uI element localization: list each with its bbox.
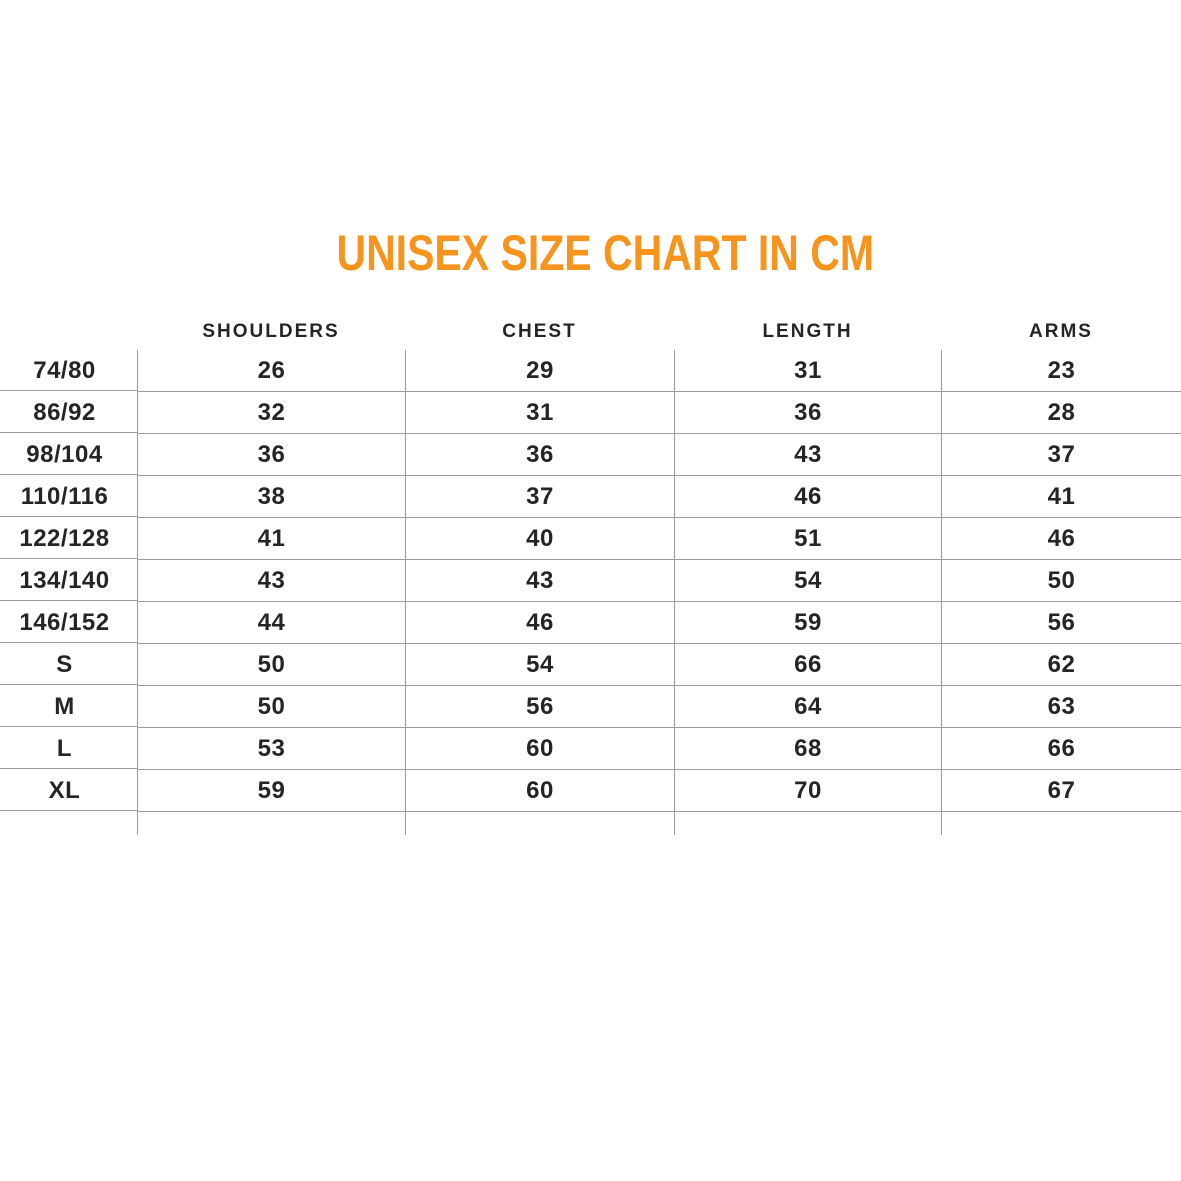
size-label: 134/140 xyxy=(0,560,137,601)
column-header-chest: CHEST xyxy=(502,321,577,342)
value-cell-length: 43 xyxy=(674,434,941,476)
size-label: 86/92 xyxy=(0,392,137,433)
size-label: 146/152 xyxy=(0,602,137,643)
value-cell-arms: 67 xyxy=(941,770,1181,812)
value-cell-length: 36 xyxy=(674,392,941,434)
value-cell-arms: 46 xyxy=(941,518,1181,560)
value-cell-chest: 29 xyxy=(405,350,674,392)
value-cell-length: 31 xyxy=(674,350,941,392)
size-label: 122/128 xyxy=(0,518,137,559)
size-label: 74/80 xyxy=(0,350,137,391)
size-label: XL xyxy=(0,770,137,811)
value-cell-chest: 60 xyxy=(405,770,674,812)
table-row: 134/140 43 43 54 50 xyxy=(0,560,1181,602)
table-header-row: SHOULDERS CHEST LENGTH ARMS xyxy=(0,306,1181,350)
value-cell-arms: 28 xyxy=(941,392,1181,434)
empty-cell xyxy=(137,812,405,835)
value-cell-chest: 36 xyxy=(405,434,674,476)
value-cell-chest: 54 xyxy=(405,644,674,686)
value-cell-arms: 66 xyxy=(941,728,1181,770)
size-label: L xyxy=(0,728,137,769)
empty-cell xyxy=(0,812,137,835)
value-cell-arms: 23 xyxy=(941,350,1181,392)
value-cell-chest: 31 xyxy=(405,392,674,434)
value-cell-arms: 63 xyxy=(941,686,1181,728)
column-header-shoulders: SHOULDERS xyxy=(202,321,340,342)
size-label: 110/116 xyxy=(0,476,137,517)
value-cell-shoulders: 50 xyxy=(137,686,405,728)
value-cell-arms: 37 xyxy=(941,434,1181,476)
empty-cell xyxy=(674,812,941,835)
value-cell-shoulders: 38 xyxy=(137,476,405,518)
table-row: XL 59 60 70 67 xyxy=(0,770,1181,812)
column-header-length: LENGTH xyxy=(762,321,853,342)
column-header-arms: ARMS xyxy=(1029,321,1093,342)
size-label: 98/104 xyxy=(0,434,137,475)
value-cell-shoulders: 44 xyxy=(137,602,405,644)
value-cell-arms: 41 xyxy=(941,476,1181,518)
value-cell-length: 66 xyxy=(674,644,941,686)
table-row: 146/152 44 46 59 56 xyxy=(0,602,1181,644)
empty-cell xyxy=(405,812,674,835)
value-cell-length: 59 xyxy=(674,602,941,644)
value-cell-shoulders: 50 xyxy=(137,644,405,686)
value-cell-length: 51 xyxy=(674,518,941,560)
size-label: S xyxy=(0,644,137,685)
table-row: S 50 54 66 62 xyxy=(0,644,1181,686)
size-table: SHOULDERS CHEST LENGTH ARMS 74/80 26 29 31 23 86/… xyxy=(0,306,1181,835)
empty-cell xyxy=(941,812,1181,835)
page-title: UNISEX SIZE CHART IN CM xyxy=(336,225,875,281)
value-cell-shoulders: 43 xyxy=(137,560,405,602)
value-cell-chest: 43 xyxy=(405,560,674,602)
value-cell-shoulders: 59 xyxy=(137,770,405,812)
value-cell-arms: 50 xyxy=(941,560,1181,602)
value-cell-chest: 40 xyxy=(405,518,674,560)
value-cell-length: 68 xyxy=(674,728,941,770)
table-row: 110/116 38 37 46 41 xyxy=(0,476,1181,518)
value-cell-chest: 60 xyxy=(405,728,674,770)
value-cell-chest: 56 xyxy=(405,686,674,728)
table-row: 98/104 36 36 43 37 xyxy=(0,434,1181,476)
table-row: M 50 56 64 63 xyxy=(0,686,1181,728)
value-cell-length: 54 xyxy=(674,560,941,602)
size-label: M xyxy=(0,686,137,727)
value-cell-shoulders: 26 xyxy=(137,350,405,392)
value-cell-length: 64 xyxy=(674,686,941,728)
table-row: L 53 60 68 66 xyxy=(0,728,1181,770)
value-cell-shoulders: 53 xyxy=(137,728,405,770)
value-cell-length: 46 xyxy=(674,476,941,518)
table-row: 74/80 26 29 31 23 xyxy=(0,350,1181,392)
corner-cell xyxy=(0,343,137,350)
table-row: 86/92 32 31 36 28 xyxy=(0,392,1181,434)
value-cell-shoulders: 41 xyxy=(137,518,405,560)
value-cell-length: 70 xyxy=(674,770,941,812)
value-cell-arms: 62 xyxy=(941,644,1181,686)
table-row: 122/128 41 40 51 46 xyxy=(0,518,1181,560)
value-cell-chest: 37 xyxy=(405,476,674,518)
value-cell-arms: 56 xyxy=(941,602,1181,644)
value-cell-shoulders: 32 xyxy=(137,392,405,434)
table-empty-row xyxy=(0,812,1181,835)
value-cell-shoulders: 36 xyxy=(137,434,405,476)
value-cell-chest: 46 xyxy=(405,602,674,644)
